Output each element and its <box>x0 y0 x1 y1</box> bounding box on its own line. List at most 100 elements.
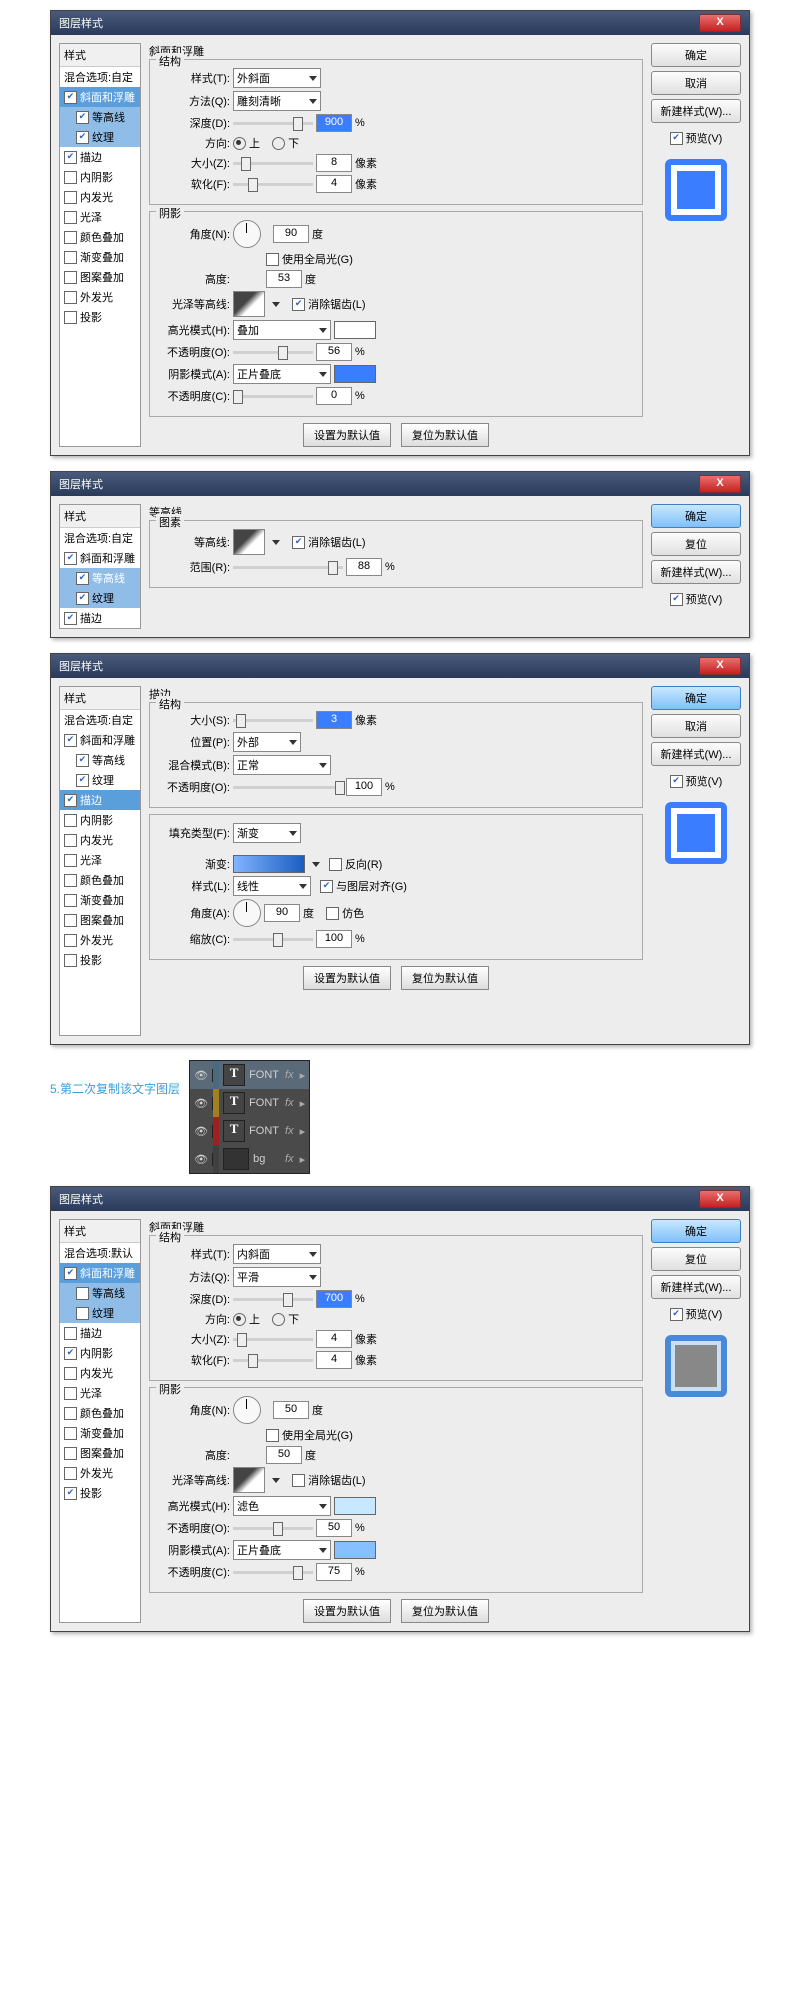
cancel-button[interactable]: 取消 <box>651 714 741 738</box>
slider-thumb[interactable] <box>248 178 258 192</box>
altitude-input[interactable]: 50 <box>266 1446 302 1464</box>
stroke-item[interactable]: 描边 <box>60 790 140 810</box>
slider-thumb[interactable] <box>236 714 246 728</box>
check-icon[interactable] <box>64 552 77 565</box>
check-icon[interactable] <box>64 1427 77 1440</box>
set-default-button[interactable]: 设置为默认值 <box>303 966 391 990</box>
shadow-opacity-input[interactable]: 75 <box>316 1563 352 1581</box>
check-icon[interactable] <box>76 754 89 767</box>
check-icon[interactable] <box>64 914 77 927</box>
ok-button[interactable]: 确定 <box>651 43 741 67</box>
check-icon[interactable] <box>64 612 77 625</box>
highlight-opacity-input[interactable]: 56 <box>316 343 352 361</box>
global-light-check[interactable] <box>266 253 279 266</box>
preview-check[interactable] <box>670 593 683 606</box>
contour-item[interactable]: 等高线 <box>60 107 140 127</box>
chevron-down-icon[interactable] <box>272 302 280 307</box>
ok-button[interactable]: 确定 <box>651 686 741 710</box>
scale-input[interactable]: 100 <box>316 930 352 948</box>
eye-icon[interactable]: 👁 <box>190 1125 213 1138</box>
depth-input[interactable]: 900 <box>316 114 352 132</box>
reset-button[interactable]: 复位 <box>651 532 741 556</box>
chevron-icon[interactable]: ▸ <box>300 1125 310 1138</box>
check-icon[interactable] <box>64 734 77 747</box>
check-icon[interactable] <box>64 1487 77 1500</box>
gradient-picker[interactable] <box>233 855 305 873</box>
contour-item[interactable]: 等高线 <box>60 568 140 588</box>
scale-slider[interactable] <box>233 938 313 941</box>
close-button[interactable]: X <box>699 14 741 32</box>
check-icon[interactable] <box>64 874 77 887</box>
shadow-mode-dropdown[interactable]: 正片叠底 <box>233 1540 331 1560</box>
reset-button[interactable]: 复位 <box>651 1247 741 1271</box>
ok-button[interactable]: 确定 <box>651 1219 741 1243</box>
gradient-style-dropdown[interactable]: 线性 <box>233 876 311 896</box>
check-icon[interactable] <box>64 271 77 284</box>
reverse-check[interactable] <box>329 858 342 871</box>
outer-glow-item[interactable]: 外发光 <box>60 287 140 307</box>
dir-up-radio[interactable] <box>233 1313 246 1326</box>
shadow-mode-dropdown[interactable]: 正片叠底 <box>233 364 331 384</box>
contour-check[interactable] <box>76 111 89 124</box>
slider-thumb[interactable] <box>293 117 303 131</box>
depth-slider[interactable] <box>233 122 313 125</box>
position-dropdown[interactable]: 外部 <box>233 732 301 752</box>
check-icon[interactable] <box>64 1367 77 1380</box>
shadow-color[interactable] <box>334 365 376 383</box>
check-icon[interactable] <box>64 834 77 847</box>
gradient-overlay-item[interactable]: 渐变叠加 <box>60 247 140 267</box>
slider-thumb[interactable] <box>293 1566 303 1580</box>
slider-thumb[interactable] <box>237 1333 247 1347</box>
slider-thumb[interactable] <box>241 157 251 171</box>
preview-check[interactable] <box>670 775 683 788</box>
texture-item[interactable]: 纹理 <box>60 770 140 790</box>
new-style-button[interactable]: 新建样式(W)... <box>651 560 741 584</box>
fx-icon[interactable]: fx <box>279 1125 300 1137</box>
range-input[interactable]: 88 <box>346 558 382 576</box>
size-input[interactable]: 4 <box>316 1330 352 1348</box>
slider-thumb[interactable] <box>335 781 345 795</box>
stroke-item[interactable]: 描边 <box>60 608 140 628</box>
highlight-mode-dropdown[interactable]: 滤色 <box>233 1496 331 1516</box>
size-slider[interactable] <box>233 162 313 165</box>
dither-check[interactable] <box>326 907 339 920</box>
soften-slider[interactable] <box>233 183 313 186</box>
chevron-icon[interactable]: ▸ <box>300 1153 310 1166</box>
gloss-contour[interactable] <box>233 1467 265 1493</box>
dir-down-radio[interactable] <box>272 137 285 150</box>
align-check[interactable] <box>320 880 333 893</box>
layer-row[interactable]: 👁bgfx▸ <box>190 1145 309 1173</box>
angle-input[interactable]: 50 <box>273 1401 309 1419</box>
check-icon[interactable] <box>64 934 77 947</box>
color-overlay-item[interactable]: 颜色叠加 <box>60 227 140 247</box>
chevron-icon[interactable]: ▸ <box>300 1097 310 1110</box>
bevel-item[interactable]: 斜面和浮雕 <box>60 548 140 568</box>
antialias-check[interactable] <box>292 298 305 311</box>
contour-item[interactable]: 等高线 <box>60 1283 140 1303</box>
fx-icon[interactable]: fx <box>279 1153 300 1165</box>
size-slider[interactable] <box>233 1338 313 1341</box>
check-icon[interactable] <box>64 191 77 204</box>
chevron-icon[interactable]: ▸ <box>300 1069 310 1082</box>
bevel-item[interactable]: 斜面和浮雕 <box>60 87 140 107</box>
cancel-button[interactable]: 取消 <box>651 71 741 95</box>
texture-item[interactable]: 纹理 <box>60 1303 140 1323</box>
highlight-opacity-slider[interactable] <box>233 351 313 354</box>
close-button[interactable]: X <box>699 1190 741 1208</box>
style-dropdown[interactable]: 内斜面 <box>233 1244 321 1264</box>
check-icon[interactable] <box>64 171 77 184</box>
slider-thumb[interactable] <box>233 390 243 404</box>
check-icon[interactable] <box>64 1267 77 1280</box>
new-style-button[interactable]: 新建样式(W)... <box>651 99 741 123</box>
check-icon[interactable] <box>64 211 77 224</box>
global-light-check[interactable] <box>266 1429 279 1442</box>
dir-up-radio[interactable] <box>233 137 246 150</box>
texture-item[interactable]: 纹理 <box>60 127 140 147</box>
blend-options-item[interactable]: 混合选项:自定 <box>60 67 140 87</box>
preview-check[interactable] <box>670 1308 683 1321</box>
fx-icon[interactable]: fx <box>279 1097 300 1109</box>
check-icon[interactable] <box>64 894 77 907</box>
check-icon[interactable] <box>64 854 77 867</box>
eye-icon[interactable]: 👁 <box>190 1097 213 1110</box>
highlight-color[interactable] <box>334 1497 376 1515</box>
